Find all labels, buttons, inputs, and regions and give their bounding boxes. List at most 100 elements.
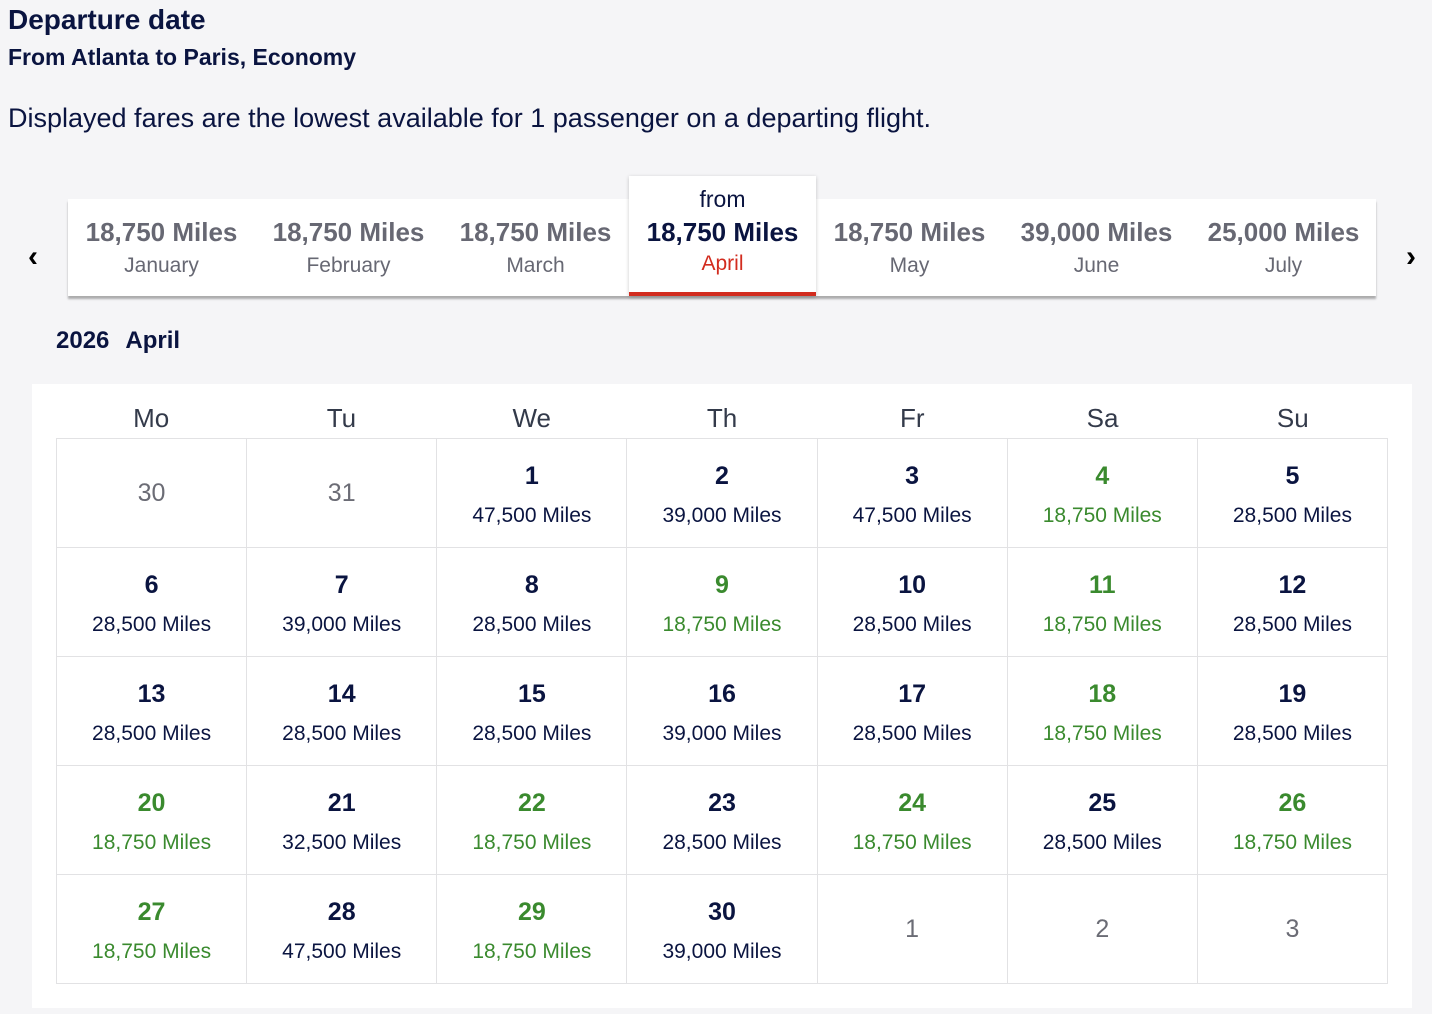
- day-fare: 28,500 Miles: [92, 613, 212, 636]
- calendar-day[interactable]: 16 39,000 Miles: [627, 657, 818, 766]
- chevron-left-icon[interactable]: ‹: [28, 240, 38, 273]
- calendar-year: 2026: [56, 327, 110, 354]
- day-fare: 28,500 Miles: [1042, 831, 1162, 854]
- day-number: 16: [708, 680, 736, 708]
- calendar-day[interactable]: 20 18,750 Miles: [57, 766, 248, 875]
- calendar-day[interactable]: 25 28,500 Miles: [1007, 766, 1198, 875]
- calendar-grid: Mo Tu We Th Fr Sa Su 30 31 1 47,500 Miles 2 39,000 …: [56, 384, 1388, 984]
- month-name: March: [506, 254, 565, 277]
- day-number: 26: [1278, 789, 1307, 817]
- day-fare: 28,500 Miles: [852, 722, 972, 745]
- month-miles: 18,750 Miles: [85, 217, 238, 247]
- day-fare: 18,750 Miles: [92, 831, 212, 854]
- day-number: 7: [334, 571, 349, 599]
- day-fare: 18,750 Miles: [1042, 504, 1162, 527]
- day-number: 21: [327, 789, 356, 817]
- calendar-day[interactable]: 18 18,750 Miles: [1007, 657, 1198, 766]
- calendar-day[interactable]: 10 28,500 Miles: [817, 548, 1008, 657]
- calendar-day[interactable]: 3 47,500 Miles: [817, 439, 1008, 548]
- day-number: 28: [327, 898, 356, 926]
- day-fare: 47,500 Miles: [472, 504, 592, 527]
- day-fare: 28,500 Miles: [282, 722, 402, 745]
- day-number: 27: [137, 898, 166, 926]
- day-number: 8: [524, 571, 539, 599]
- calendar-day[interactable]: 26 18,750 Miles: [1197, 766, 1388, 875]
- day-fare: 28,500 Miles: [662, 831, 782, 854]
- day-fare: 28,500 Miles: [1232, 613, 1352, 636]
- day-fare: 18,750 Miles: [852, 831, 972, 854]
- month-miles: 18,750 Miles: [646, 217, 799, 247]
- month-tab-january[interactable]: 18,750 Miles January: [68, 199, 255, 296]
- calendar-day[interactable]: 24 18,750 Miles: [817, 766, 1008, 875]
- day-fare: 18,750 Miles: [1232, 831, 1352, 854]
- calendar-day[interactable]: 12 28,500 Miles: [1197, 548, 1388, 657]
- month-tab-april[interactable]: from 18,750 Miles April: [629, 176, 816, 296]
- route-subtitle: From Atlanta to Paris, Economy: [8, 44, 357, 70]
- month-name: February: [306, 254, 391, 277]
- calendar-panel: [32, 384, 1412, 1008]
- day-number: 10: [898, 571, 927, 599]
- calendar-day[interactable]: 29 18,750 Miles: [437, 875, 628, 984]
- month-tab-march[interactable]: 18,750 Miles March: [442, 199, 629, 296]
- day-number: 30: [708, 898, 736, 926]
- month-name: January: [124, 254, 199, 277]
- weekday-header: Sa: [1086, 403, 1119, 433]
- day-fare: 28,500 Miles: [852, 613, 972, 636]
- day-number: 11: [1089, 571, 1116, 599]
- calendar-day[interactable]: 5 28,500 Miles: [1197, 439, 1388, 548]
- month-name: May: [889, 254, 930, 277]
- calendar-day[interactable]: 11 18,750 Miles: [1007, 548, 1198, 657]
- day-number: 3: [1285, 915, 1300, 943]
- calendar-day[interactable]: 4 18,750 Miles: [1007, 439, 1198, 548]
- calendar-month: April: [125, 327, 181, 354]
- day-number: 19: [1278, 680, 1307, 708]
- day-fare: 18,750 Miles: [662, 613, 782, 636]
- day-number: 25: [1088, 789, 1117, 817]
- calendar-day[interactable]: 17 28,500 Miles: [817, 657, 1008, 766]
- calendar-day[interactable]: 9 18,750 Miles: [627, 548, 818, 657]
- day-number: 3: [905, 462, 920, 490]
- calendar-day[interactable]: 8 28,500 Miles: [437, 548, 628, 657]
- calendar-day[interactable]: 22 18,750 Miles: [437, 766, 628, 875]
- day-fare: 39,000 Miles: [662, 504, 782, 527]
- month-tab-july[interactable]: 25,000 Miles July: [1190, 199, 1377, 296]
- day-number: 20: [137, 789, 166, 817]
- calendar-day[interactable]: 30 39,000 Miles: [627, 875, 818, 984]
- calendar-day[interactable]: 19 28,500 Miles: [1197, 657, 1388, 766]
- month-miles: 18,750 Miles: [833, 217, 986, 247]
- day-fare: 28,500 Miles: [92, 722, 212, 745]
- calendar-day[interactable]: 7 39,000 Miles: [247, 548, 438, 657]
- day-fare: 28,500 Miles: [472, 613, 592, 636]
- from-label: from: [699, 186, 746, 212]
- calendar-day[interactable]: 14 28,500 Miles: [247, 657, 438, 766]
- day-fare: 28,500 Miles: [472, 722, 592, 745]
- day-number: 2: [1095, 915, 1110, 943]
- day-number: 12: [1278, 571, 1307, 599]
- calendar-day-outside: 30: [57, 439, 248, 548]
- calendar-day[interactable]: 27 18,750 Miles: [57, 875, 248, 984]
- weekday-header: Fr: [899, 403, 925, 433]
- day-fare: 18,750 Miles: [472, 940, 592, 963]
- day-number: 15: [517, 680, 546, 708]
- month-tab-june[interactable]: 39,000 Miles June: [1003, 199, 1190, 296]
- chevron-right-icon[interactable]: ›: [1406, 240, 1416, 273]
- month-tab-february[interactable]: 18,750 Miles February: [255, 199, 442, 296]
- day-number: 30: [137, 479, 166, 507]
- day-fare: 28,500 Miles: [1232, 504, 1352, 527]
- day-number: 29: [517, 898, 546, 926]
- calendar-day[interactable]: 1 47,500 Miles: [437, 439, 628, 548]
- calendar-day[interactable]: 6 28,500 Miles: [57, 548, 248, 657]
- weekday-header: Th: [706, 403, 738, 433]
- month-miles: 25,000 Miles: [1207, 217, 1360, 247]
- weekday-header: We: [512, 403, 551, 433]
- calendar-day[interactable]: 13 28,500 Miles: [57, 657, 248, 766]
- fare-note: Displayed fares are the lowest available…: [8, 103, 932, 133]
- calendar-day[interactable]: 21 32,500 Miles: [247, 766, 438, 875]
- calendar-day[interactable]: 15 28,500 Miles: [437, 657, 628, 766]
- calendar-day[interactable]: 28 47,500 Miles: [247, 875, 438, 984]
- day-number: 14: [327, 680, 356, 708]
- month-tab-may[interactable]: 18,750 Miles May: [816, 199, 1003, 296]
- calendar-day[interactable]: 23 28,500 Miles: [627, 766, 818, 875]
- calendar-day[interactable]: 2 39,000 Miles: [627, 439, 818, 548]
- calendar-day-outside: 3: [1197, 875, 1388, 984]
